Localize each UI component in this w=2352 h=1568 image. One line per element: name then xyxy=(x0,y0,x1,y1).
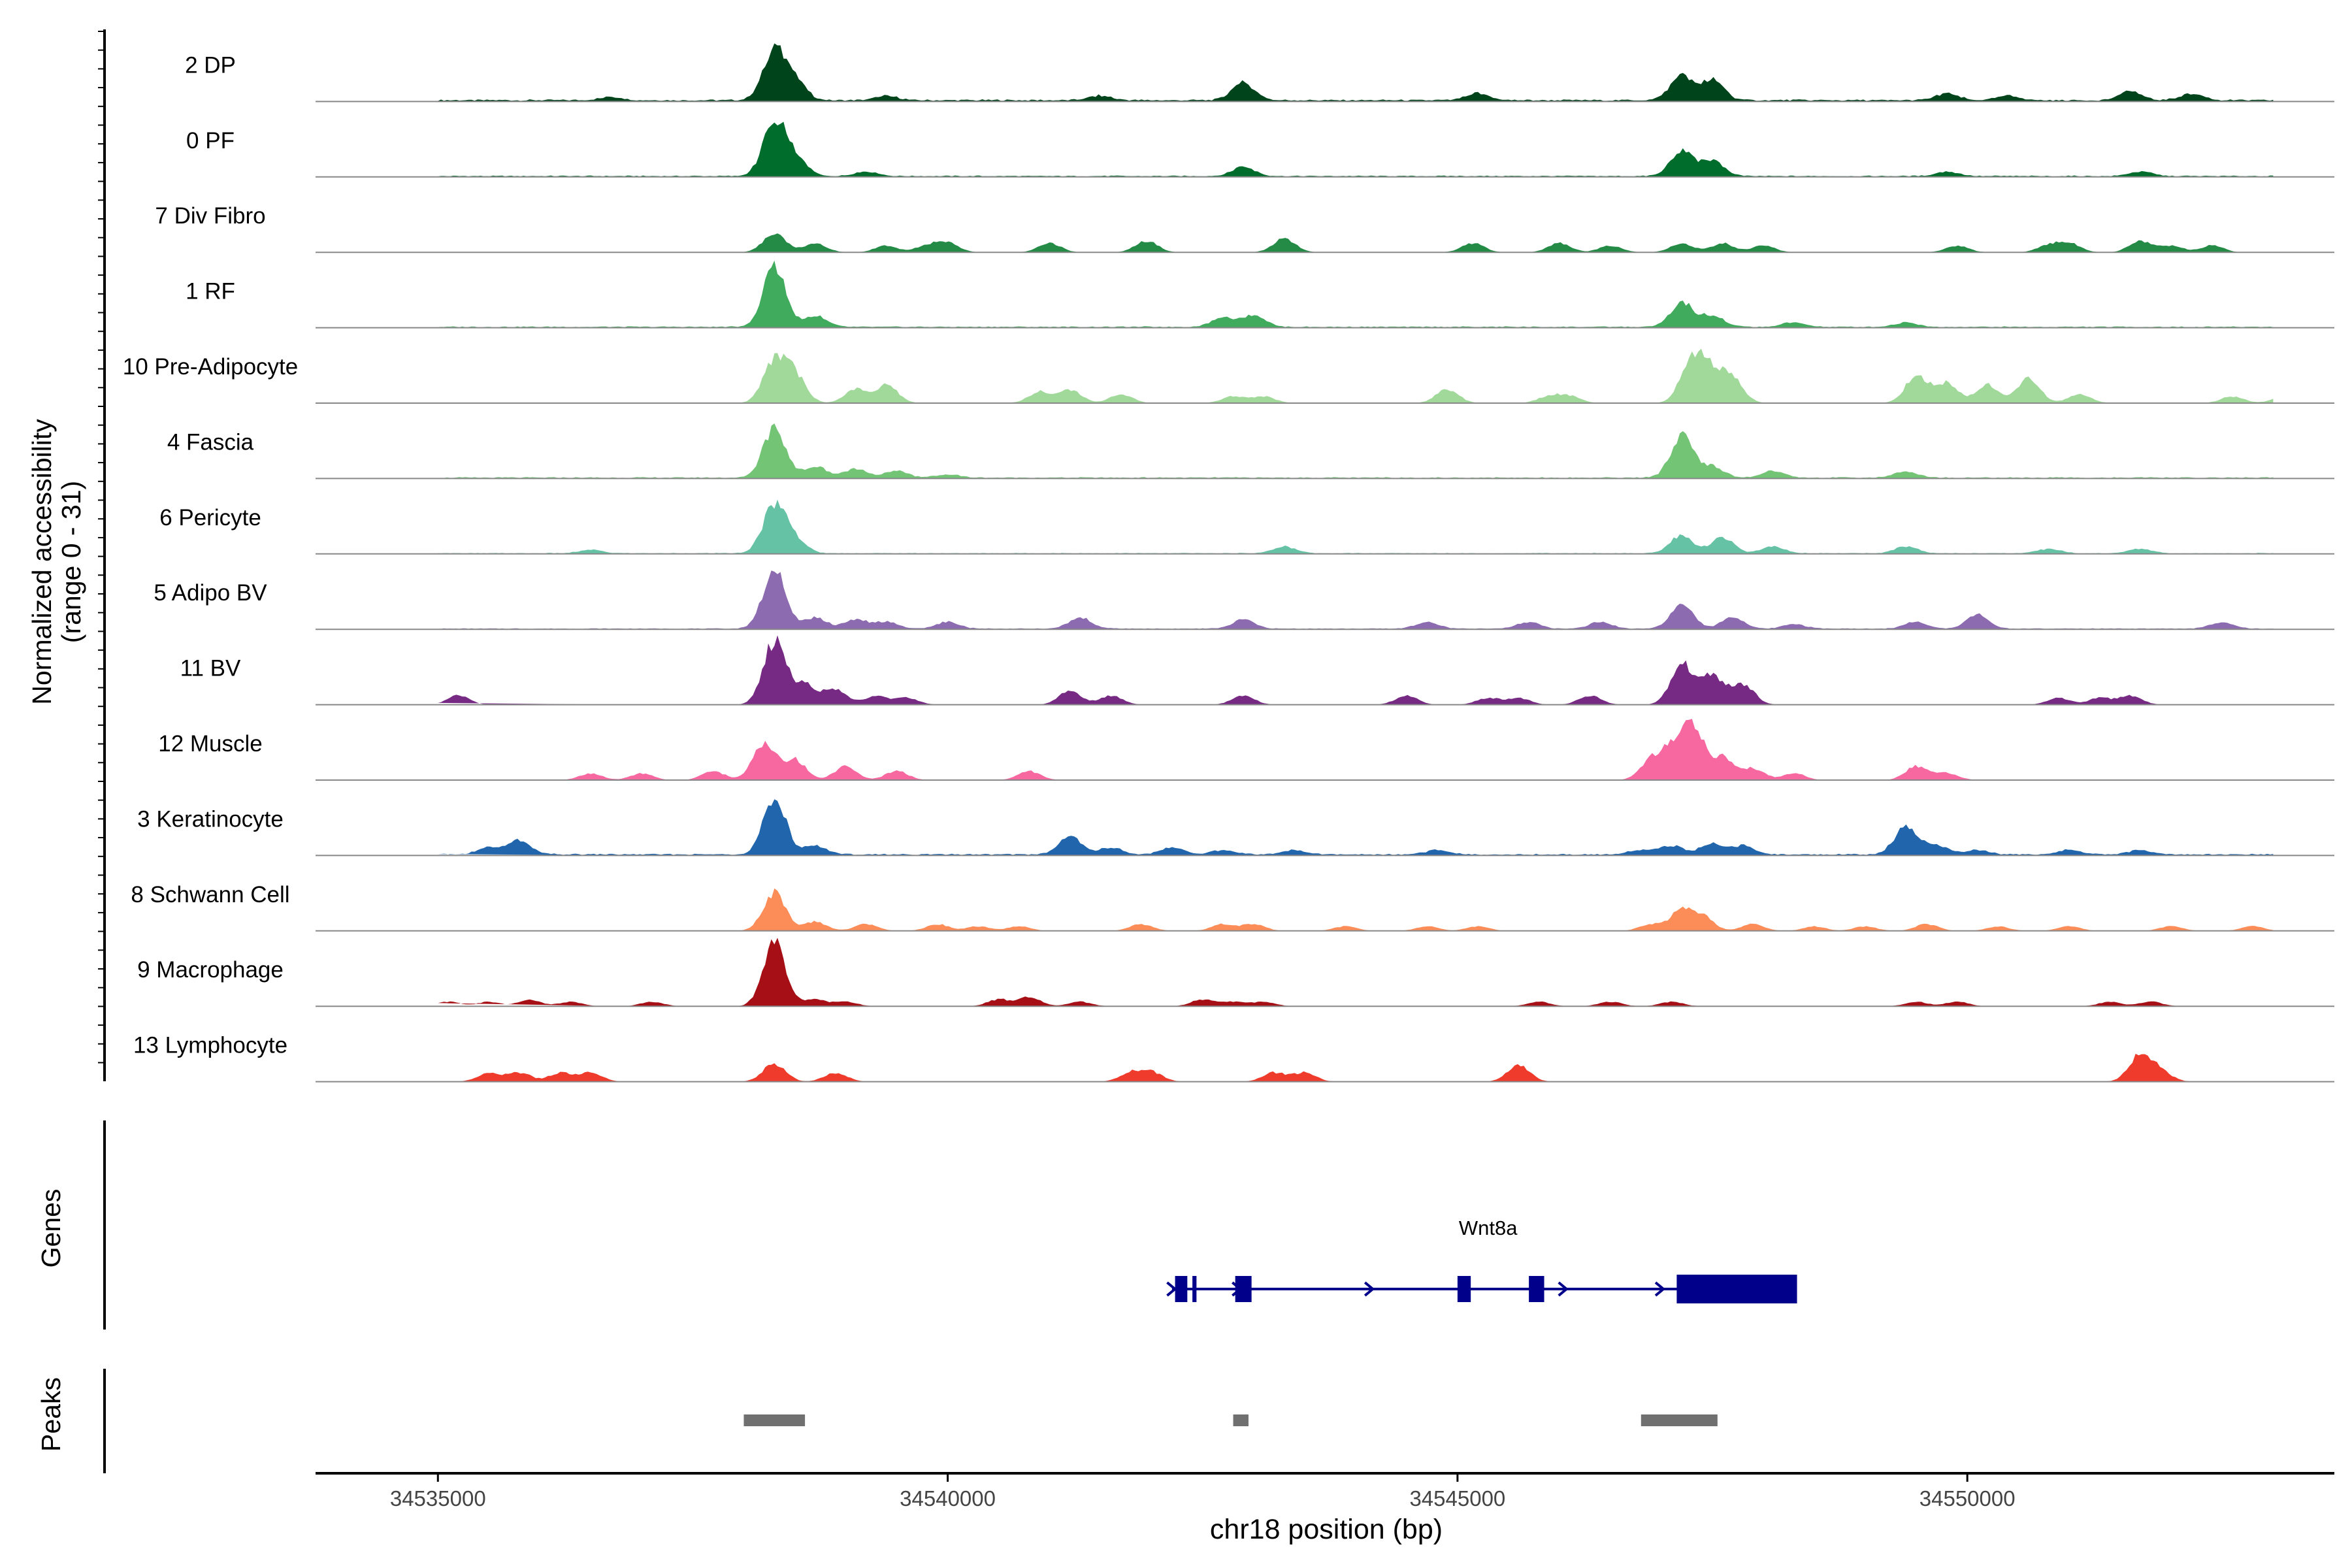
track-7: 5 Adipo BV xyxy=(154,570,2334,630)
coverage-area xyxy=(438,260,2274,328)
track-3: 1 RF xyxy=(186,260,2334,329)
y-axis-label: Normalized accessibility xyxy=(27,419,57,705)
strand-arrow xyxy=(1654,1281,1666,1297)
y-axis xyxy=(98,29,106,1081)
track-label: 11 BV xyxy=(180,656,241,681)
x-tick-label: 34545000 xyxy=(1409,1486,1505,1511)
track-label: 7 Div Fibro xyxy=(155,203,265,229)
track-8: 11 BV xyxy=(180,635,2334,706)
y-axis-label-range: (range 0 - 31) xyxy=(56,481,86,643)
coverage-area xyxy=(438,938,2274,1007)
gene-exon xyxy=(1175,1276,1188,1302)
coverage-area xyxy=(438,635,2274,705)
track-label: 6 Pericyte xyxy=(159,505,261,531)
strand-arrow xyxy=(1232,1281,1243,1297)
coverage-area xyxy=(438,719,2274,780)
track-label: 2 DP xyxy=(185,52,236,78)
gene-exon xyxy=(1192,1276,1197,1302)
genes-track: Wnt8a xyxy=(103,1120,1797,1330)
track-10: 3 Keratinocyte xyxy=(137,799,2334,857)
coverage-area xyxy=(438,799,2274,856)
track-label: 13 Lymphocyte xyxy=(133,1033,287,1058)
peak-region xyxy=(1641,1414,1718,1426)
track-1: 0 PF xyxy=(186,122,2334,178)
x-axis: 34535000 34540000 34545000 34550000 xyxy=(316,1472,2334,1511)
peaks-track xyxy=(103,1369,1718,1473)
track-11: 8 Schwann Cell xyxy=(131,882,2334,932)
track-9: 12 Muscle xyxy=(158,719,2334,781)
strand-arrow xyxy=(1558,1281,1569,1297)
gene-exon xyxy=(1457,1276,1471,1302)
track-12: 9 Macrophage xyxy=(137,938,2334,1007)
coverage-area xyxy=(438,233,2274,253)
coverage-tracks: 2 DP 0 PF 7 Div Fibro 1 RF 10 Pre-Adipocyte 4… xyxy=(123,43,2334,1083)
x-axis-label: chr18 position (bp) xyxy=(1210,1514,1443,1545)
gene-exon xyxy=(1676,1275,1797,1303)
track-label: 4 Fascia xyxy=(167,429,254,455)
x-tick-label: 34550000 xyxy=(1919,1486,2016,1511)
peaks-track-label: Peaks xyxy=(36,1377,66,1452)
coverage-area xyxy=(438,122,2274,177)
strand-arrow xyxy=(1364,1281,1375,1297)
track-label: 0 PF xyxy=(186,128,235,154)
track-label: 1 RF xyxy=(186,279,235,304)
track-label: 5 Adipo BV xyxy=(154,580,267,606)
x-tick-label: 34540000 xyxy=(900,1486,996,1511)
track-0: 2 DP xyxy=(185,43,2334,103)
coverage-area xyxy=(438,423,2274,479)
gene-name: Wnt8a xyxy=(1459,1217,1518,1239)
x-tick-label: 34535000 xyxy=(390,1486,486,1511)
gene-exon xyxy=(1529,1276,1544,1302)
coverage-area xyxy=(438,348,2274,403)
coverage-area xyxy=(438,888,2274,931)
track-label: 10 Pre-Adipocyte xyxy=(123,354,298,380)
coverage-area xyxy=(438,1053,2274,1082)
track-label: 12 Muscle xyxy=(158,731,263,757)
track-13: 13 Lymphocyte xyxy=(133,1033,2334,1083)
coverage-area xyxy=(438,43,2274,102)
coverage-area xyxy=(438,570,2274,630)
track-5: 4 Fascia xyxy=(167,423,2334,480)
strand-arrow xyxy=(1166,1281,1177,1297)
coverage-area xyxy=(438,499,2274,554)
track-4: 10 Pre-Adipocyte xyxy=(123,348,2334,404)
track-6: 6 Pericyte xyxy=(159,499,2334,555)
peak-region xyxy=(1233,1414,1249,1426)
track-2: 7 Div Fibro xyxy=(155,203,2334,253)
peak-region xyxy=(743,1414,806,1426)
genes-track-label: Genes xyxy=(36,1189,66,1268)
track-label: 9 Macrophage xyxy=(137,957,284,983)
track-label: 3 Keratinocyte xyxy=(137,806,284,832)
gene-exon xyxy=(1235,1276,1252,1302)
track-label: 8 Schwann Cell xyxy=(131,882,289,907)
